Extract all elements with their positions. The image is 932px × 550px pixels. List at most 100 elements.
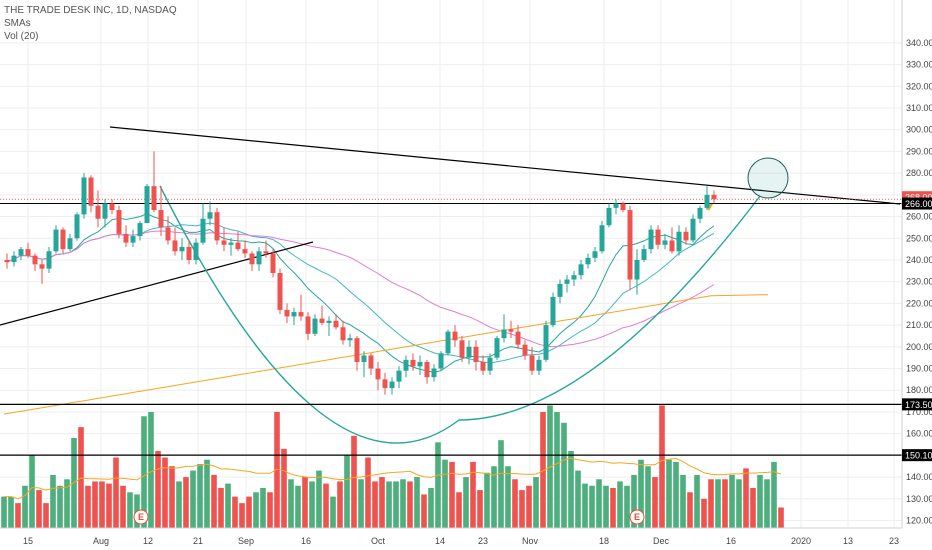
volume-bar xyxy=(316,470,322,528)
candle-body xyxy=(130,236,136,243)
candle-body xyxy=(214,212,220,241)
y-tick-label: 210.00 xyxy=(906,320,932,330)
x-tick-label: 13 xyxy=(843,536,853,546)
volume-bar xyxy=(589,485,595,528)
y-tick-label: 230.00 xyxy=(906,277,932,287)
candle-body xyxy=(123,233,129,243)
volume-bar xyxy=(141,416,147,528)
candle-body xyxy=(697,207,703,219)
candle-body xyxy=(207,212,213,219)
y-tick-label: 160.00 xyxy=(906,429,932,439)
earnings-marker-label: E xyxy=(138,512,144,522)
candle-body xyxy=(564,279,570,284)
volume-bar xyxy=(694,474,700,528)
sma-indicator-label[interactable]: SMAs xyxy=(4,18,31,29)
volume-bar xyxy=(267,492,273,528)
candle-body xyxy=(18,249,24,256)
earnings-marker[interactable] xyxy=(133,509,149,525)
candle-body xyxy=(431,368,437,378)
candle-body xyxy=(186,246,192,260)
volume-bar xyxy=(470,461,476,528)
y-tick-label: 260.00 xyxy=(906,212,932,222)
volume-bar xyxy=(568,451,574,528)
volume-bar xyxy=(386,481,392,528)
time-axis[interactable]: 15 Aug 12 21 Sep 16 Oct 14 23 Nov 18 Dec 16 2020 13 23 xyxy=(0,527,902,546)
volume-bar xyxy=(400,479,406,528)
candle-body xyxy=(683,231,689,241)
candle-body xyxy=(620,203,626,211)
y-tick-label: 310.00 xyxy=(906,103,932,113)
earnings-marker[interactable] xyxy=(629,509,645,525)
volume-bar xyxy=(106,483,112,528)
x-tick-label: 23 xyxy=(889,536,899,546)
candle-body xyxy=(144,186,150,224)
volume-bar xyxy=(197,464,203,528)
volume-bar xyxy=(414,477,420,528)
y-tick-label: 320.00 xyxy=(906,81,932,91)
volume-indicator-label[interactable]: Vol (20) xyxy=(4,31,39,42)
volume-bar xyxy=(295,485,301,528)
y-tick-label: 300.00 xyxy=(906,125,932,135)
volume-bar xyxy=(260,487,266,528)
candle-body xyxy=(354,338,360,363)
y-tick-label: 120.00 xyxy=(906,516,932,526)
volume-bar xyxy=(638,459,644,528)
volume-bar xyxy=(8,496,14,528)
candle-body xyxy=(606,207,612,226)
candle-body xyxy=(403,359,409,371)
y-tick-label: 290.00 xyxy=(906,146,932,156)
price-tag-label: 173.50 xyxy=(905,400,932,410)
volume-bar xyxy=(288,479,294,528)
candle-body xyxy=(333,320,339,328)
volume-bar xyxy=(631,474,637,528)
price-axis[interactable]: 120.00130.00140.00150.00160.00170.00180.… xyxy=(901,0,932,528)
volume-bar xyxy=(519,490,525,528)
y-tick-label: 170.00 xyxy=(906,407,932,417)
volume-bar xyxy=(729,474,735,528)
symbol-title[interactable]: THE TRADE DESK INC, 1D, NASDAQ xyxy=(4,5,177,16)
volume-bar xyxy=(211,474,217,528)
earnings-marker-label: E xyxy=(634,512,640,522)
volume-bar xyxy=(554,411,560,528)
volume-bar xyxy=(113,457,119,528)
volume-bar xyxy=(330,496,336,528)
volume-bar xyxy=(148,411,154,528)
x-tick-label: 16 xyxy=(726,536,736,546)
candle-body xyxy=(690,218,696,241)
candle-body xyxy=(67,238,73,250)
volume-bar xyxy=(127,492,133,528)
volume-bar xyxy=(43,503,49,528)
candle-body xyxy=(4,259,10,263)
candle-body xyxy=(179,246,185,252)
volume-bar xyxy=(610,487,616,528)
candle-body xyxy=(32,255,38,265)
volume-bar xyxy=(50,474,56,528)
candle-body xyxy=(704,194,710,208)
candle-body xyxy=(165,227,171,241)
candle-body xyxy=(158,210,164,228)
candle-body xyxy=(508,329,514,332)
candle-body xyxy=(424,362,430,378)
volume-bar xyxy=(771,461,777,528)
drawing-tools[interactable] xyxy=(0,126,902,456)
volume-bar xyxy=(540,411,546,528)
candle-body xyxy=(291,312,297,317)
candle-body xyxy=(613,203,619,208)
candle-body xyxy=(109,203,115,211)
volume-bar xyxy=(85,485,91,528)
volume-bar xyxy=(708,479,714,528)
volume-bar xyxy=(603,485,609,528)
candle-body xyxy=(473,346,479,363)
x-tick-label: Aug xyxy=(93,536,109,546)
volume-bar xyxy=(365,457,371,528)
volume-bar xyxy=(736,479,742,528)
volume-bar xyxy=(778,507,784,528)
candle-body xyxy=(578,264,584,276)
volume-bar xyxy=(246,496,252,528)
volume-bar xyxy=(722,479,728,528)
volume-bar xyxy=(428,487,434,528)
y-tick-label: 140.00 xyxy=(906,472,932,482)
